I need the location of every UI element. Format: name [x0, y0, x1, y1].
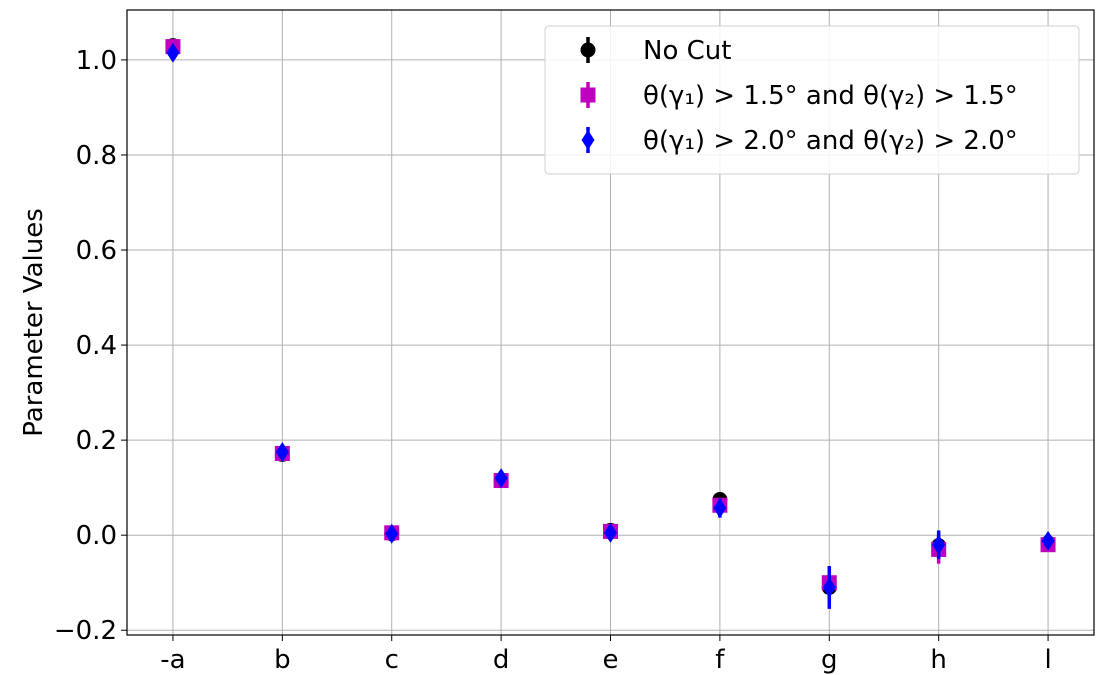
x-tick-label: -a	[160, 645, 185, 675]
y-tick-label: 0.4	[76, 331, 117, 361]
legend-marker-circle	[580, 42, 596, 58]
y-axis-title: Parameter Values	[19, 208, 49, 436]
data-point-diamond	[1041, 530, 1055, 551]
x-tick-label: l	[1044, 645, 1051, 675]
y-tick-label: 0.2	[76, 426, 117, 456]
axis-ticks: −0.2 0.0 0.2 0.4 0.6 0.8 1.0 -a b c d e f g h l	[54, 46, 1052, 675]
legend: No Cut θ(γ₁) > 1.5° and θ(γ₂) > 1.5° θ(γ₁)…	[544, 25, 1080, 175]
legend-entry: θ(γ₁) > 1.5° and θ(γ₂) > 1.5°	[580, 81, 1018, 111]
legend-label: θ(γ₁) > 1.5° and θ(γ₂) > 1.5°	[643, 81, 1018, 111]
y-tick-label: 0.0	[76, 521, 117, 551]
x-tick-label: b	[274, 645, 291, 675]
data-point-diamond	[494, 468, 508, 489]
y-tick-label: 0.8	[76, 141, 117, 171]
legend-box	[544, 25, 1080, 175]
x-tick-label: f	[715, 645, 725, 675]
series-diamond	[166, 42, 1055, 609]
y-tick-label: 1.0	[76, 46, 117, 76]
data-point-diamond	[604, 522, 617, 543]
legend-entry: No Cut	[580, 36, 731, 66]
x-tick-label: h	[930, 645, 946, 675]
x-tick-label: e	[603, 645, 619, 675]
legend-marker-diamond	[581, 130, 595, 150]
legend-entry: θ(γ₁) > 2.0° and θ(γ₂) > 2.0°	[581, 126, 1018, 156]
y-tick-label: 0.6	[76, 236, 117, 266]
data-point-diamond	[385, 523, 399, 544]
data-point-diamond	[713, 498, 727, 519]
data-point-diamond	[822, 577, 836, 598]
data-point-diamond	[166, 42, 180, 63]
y-tick-label: −0.2	[54, 616, 117, 646]
x-tick-label: c	[385, 645, 399, 675]
legend-label: No Cut	[643, 36, 731, 66]
legend-label: θ(γ₁) > 2.0° and θ(γ₂) > 2.0°	[643, 126, 1018, 156]
x-tick-label: d	[493, 645, 510, 675]
legend-marker-square	[580, 87, 596, 103]
data-point-diamond	[932, 534, 946, 555]
data-marks	[165, 38, 1056, 609]
x-tick-label: g	[821, 645, 838, 675]
data-point-diamond	[275, 442, 289, 463]
